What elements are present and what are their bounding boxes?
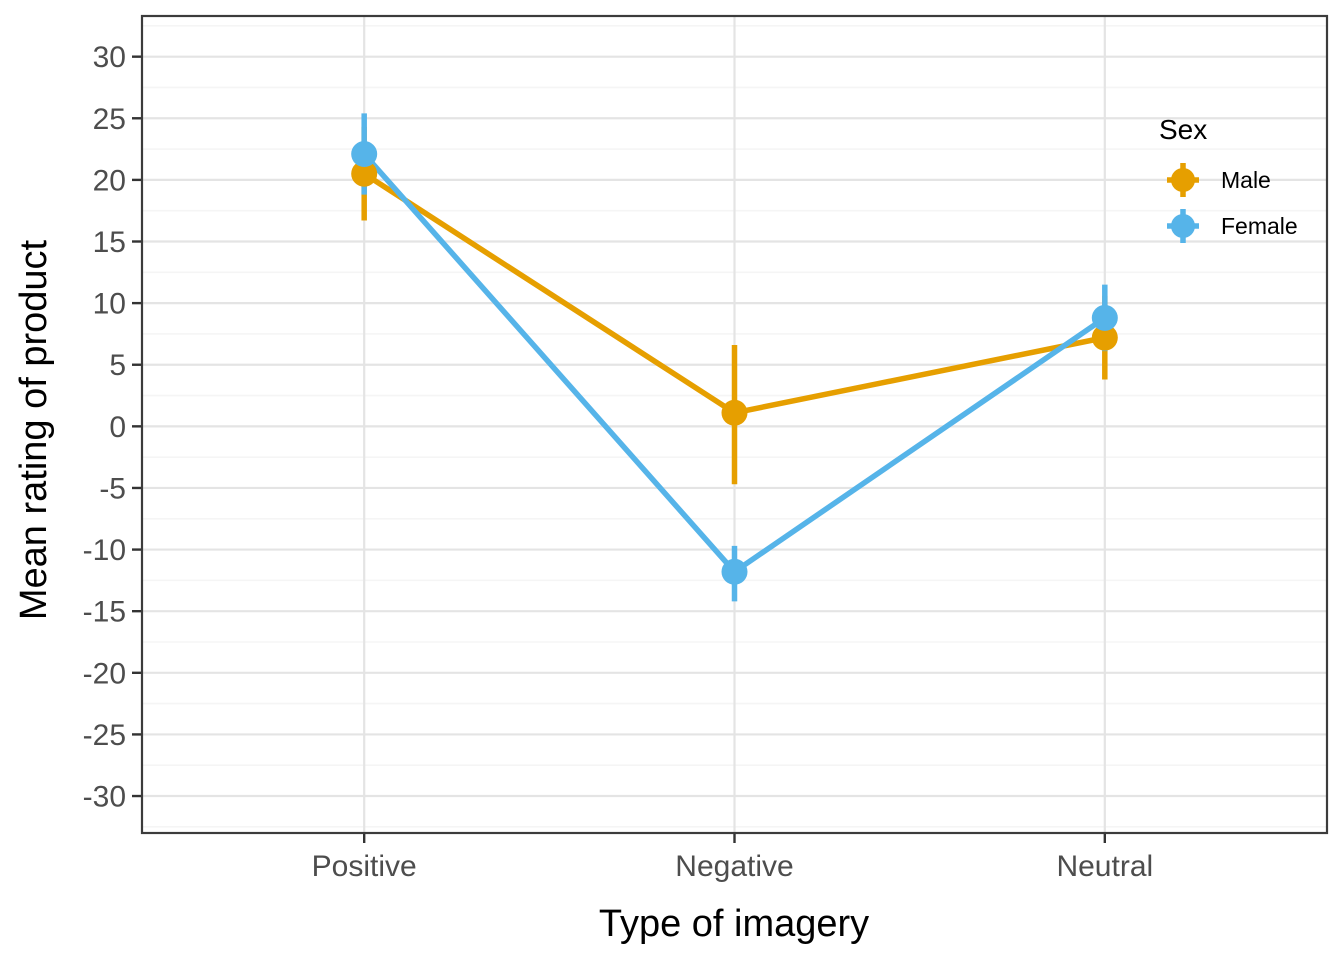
y-axis-title: Mean rating of product	[13, 239, 55, 620]
legend-key-point-female	[1171, 214, 1195, 238]
data-point-female-negative	[721, 558, 748, 585]
data-point-male-negative	[721, 399, 748, 426]
y-tick-label: -10	[83, 534, 126, 567]
axis-layer: 30 25 20 15 10 5 0 -5 -10 -15 -20 -25 -30 Positive Neg…	[83, 41, 1154, 883]
y-tick-label: 25	[93, 103, 126, 136]
y-tick-label: -30	[83, 781, 126, 814]
data-point-female-neutral	[1091, 304, 1118, 331]
legend: Sex Male Female	[1159, 114, 1298, 243]
y-tick-label: -5	[99, 472, 126, 505]
y-tick-label: 0	[109, 411, 126, 444]
legend-items: Male Female	[1167, 163, 1298, 243]
legend-item-female: Female	[1167, 209, 1298, 243]
legend-item-male: Male	[1167, 163, 1271, 197]
y-tick-label: 5	[109, 349, 126, 382]
panel-border	[140, 14, 1329, 835]
x-tick-label-positive: Positive	[312, 850, 417, 883]
x-axis-title: Type of imagery	[599, 903, 869, 945]
x-tick-label-neutral: Neutral	[1056, 850, 1153, 883]
data-point-male-positive	[351, 160, 378, 187]
grid-layer	[142, 16, 1327, 833]
y-tick-label: -25	[83, 719, 126, 752]
y-tick-label: 20	[93, 164, 126, 197]
y-tick-label: 30	[93, 41, 126, 74]
legend-key-point-male	[1171, 168, 1195, 192]
x-tick-label-negative: Negative	[675, 850, 793, 883]
y-tick-label: -20	[83, 657, 126, 690]
y-tick-label: -15	[83, 596, 126, 629]
y-tick-label: 10	[93, 288, 126, 321]
legend-label-male: Male	[1221, 167, 1271, 193]
y-tick-label: 15	[93, 226, 126, 259]
legend-title: Sex	[1159, 114, 1207, 145]
data-point-female-positive	[351, 141, 378, 168]
series-layer	[351, 113, 1118, 602]
data-point-male-neutral	[1091, 324, 1118, 351]
legend-label-female: Female	[1221, 213, 1298, 239]
